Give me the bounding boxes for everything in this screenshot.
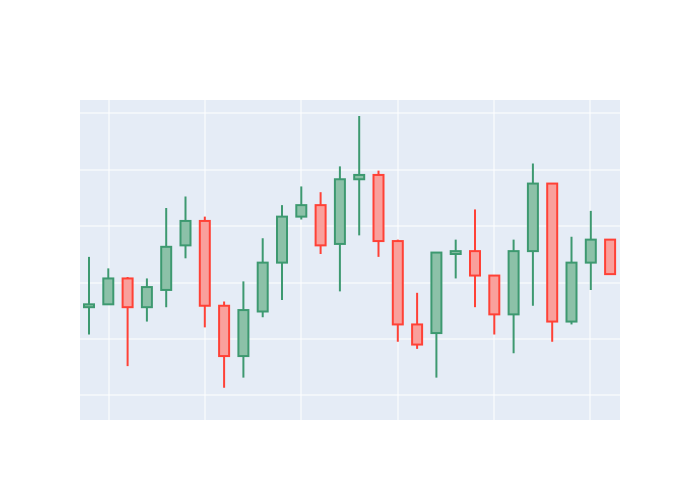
candle	[584, 210, 597, 290]
candle-body	[102, 277, 115, 306]
candle	[411, 292, 424, 349]
candle-body	[276, 215, 288, 264]
candle	[276, 205, 288, 300]
candle-layer	[83, 116, 617, 388]
candle-body	[179, 219, 192, 247]
candle	[295, 186, 308, 220]
candle-body	[565, 261, 578, 323]
candle	[526, 163, 539, 306]
candle	[391, 239, 404, 342]
candle-body	[198, 219, 211, 307]
candle	[121, 277, 134, 367]
candle	[198, 216, 211, 328]
candle-body	[121, 277, 134, 309]
candle-body	[140, 286, 153, 309]
candle	[256, 238, 269, 318]
candle-body	[218, 304, 231, 358]
candle-body	[372, 173, 385, 243]
candle-body	[507, 250, 520, 316]
candle-body	[295, 204, 308, 218]
candle	[546, 182, 559, 342]
candle	[140, 278, 153, 322]
candle	[469, 209, 481, 308]
candle	[604, 238, 617, 276]
candle	[507, 239, 520, 354]
candle	[218, 301, 231, 388]
candle-body	[488, 274, 501, 316]
candle-body	[411, 323, 424, 346]
candle-body	[430, 251, 443, 335]
candle-body	[584, 238, 597, 264]
candle	[430, 251, 443, 378]
candle	[372, 170, 385, 257]
candle	[314, 192, 327, 254]
candle	[237, 281, 250, 378]
candle-body	[333, 178, 346, 245]
candle	[449, 239, 462, 279]
candle-body	[469, 250, 481, 277]
candle	[83, 256, 95, 335]
candle-body	[314, 204, 327, 247]
candle	[353, 116, 366, 236]
candle-body	[237, 309, 250, 358]
candle	[102, 268, 115, 306]
candle-body	[256, 261, 269, 313]
candle-body	[449, 250, 462, 255]
candle	[160, 208, 173, 308]
candle-body	[391, 240, 404, 326]
candle	[565, 236, 578, 325]
candle-body	[160, 245, 173, 291]
candle-body	[526, 182, 539, 253]
candle-body	[353, 173, 366, 181]
candle-body	[83, 303, 95, 309]
candle-body	[546, 182, 559, 323]
candle-body	[604, 238, 617, 276]
candle	[333, 166, 346, 292]
candle	[488, 274, 501, 335]
candle	[179, 196, 192, 259]
